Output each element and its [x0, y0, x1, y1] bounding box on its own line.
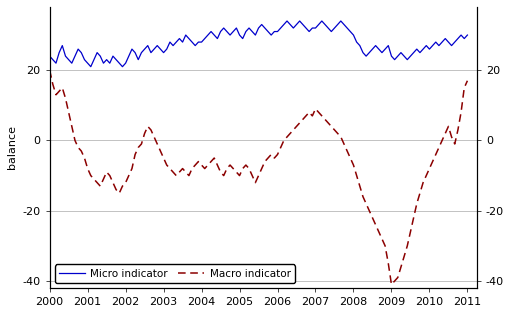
Line: Micro indicator: Micro indicator	[50, 21, 468, 67]
Micro indicator	[455, 37, 461, 41]
Macro indicator	[464, 79, 471, 83]
Macro indicator	[452, 142, 458, 146]
Micro indicator	[88, 65, 94, 68]
Macro indicator	[335, 132, 341, 135]
Macro indicator	[75, 146, 81, 149]
Micro indicator	[446, 40, 452, 44]
Micro indicator	[284, 19, 290, 23]
Line: Macro indicator: Macro indicator	[50, 70, 468, 284]
Micro indicator	[341, 23, 347, 26]
Y-axis label: balance: balance	[7, 126, 17, 170]
Micro indicator	[316, 23, 322, 26]
Micro indicator	[47, 54, 53, 58]
Macro indicator	[309, 114, 315, 118]
Macro indicator	[442, 132, 448, 135]
Micro indicator	[464, 33, 471, 37]
Macro indicator	[322, 117, 328, 121]
Macro indicator	[388, 283, 394, 286]
Micro indicator	[328, 30, 334, 33]
Legend: Micro indicator, Macro indicator: Micro indicator, Macro indicator	[55, 264, 295, 283]
Micro indicator	[75, 47, 81, 51]
Macro indicator	[47, 68, 53, 72]
